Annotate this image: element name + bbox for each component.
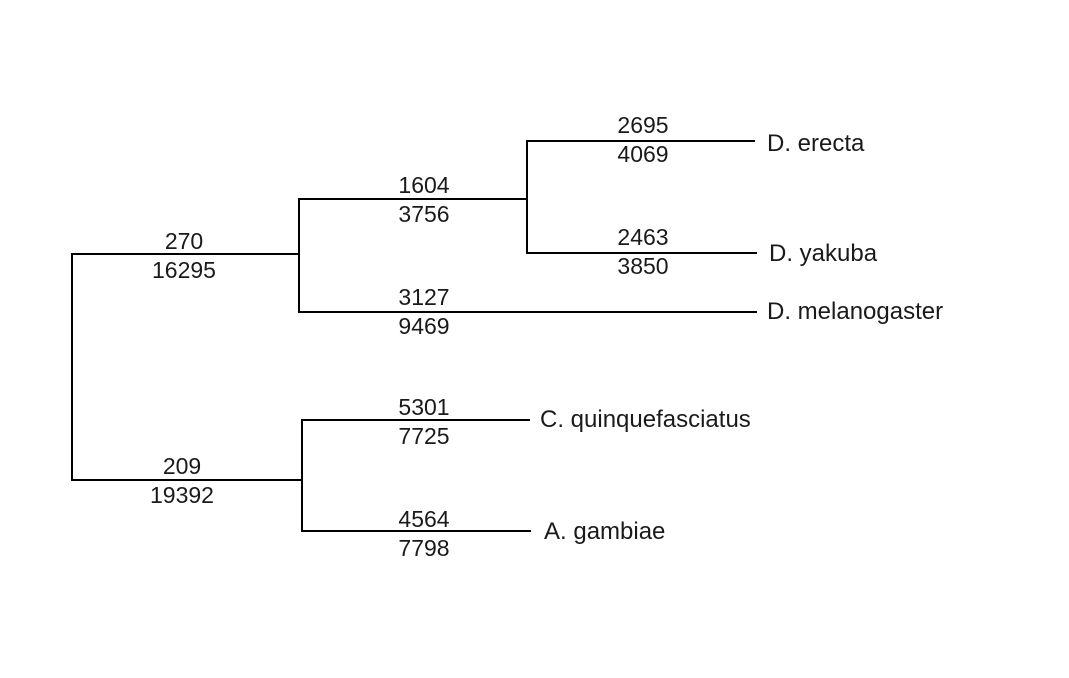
erecta-yakuba-clade-top-number: 1604: [398, 172, 449, 198]
erecta-bottom-number: 4069: [617, 141, 668, 167]
mosquito-clade-bottom-number: 19392: [150, 482, 214, 508]
quinquefasciatus-top-number: 5301: [398, 394, 449, 420]
leaf-label-quinquefasciatus: C. quinquefasciatus: [540, 406, 751, 433]
drosophila-clade-bottom-number: 16295: [152, 257, 216, 283]
leaf-label-melanogaster: D. melanogaster: [767, 298, 943, 325]
leaf-label-erecta: D. erecta: [767, 130, 865, 157]
drosophila-clade-top-number: 270: [165, 228, 203, 254]
melanogaster-top-number: 3127: [398, 284, 449, 310]
leaf-label-gambiae: A. gambiae: [544, 518, 665, 545]
yakuba-bottom-number: 3850: [617, 253, 668, 279]
mosquito-clade-top-number: 209: [163, 453, 201, 479]
gambiae-top-number: 4564: [398, 506, 449, 532]
yakuba-top-number: 2463: [617, 224, 668, 250]
leaf-label-yakuba: D. yakuba: [769, 240, 878, 267]
gambiae-bottom-number: 7798: [398, 535, 449, 561]
quinquefasciatus-bottom-number: 7725: [398, 423, 449, 449]
melanogaster-bottom-number: 9469: [398, 313, 449, 339]
erecta-yakuba-clade-bottom-number: 3756: [398, 201, 449, 227]
erecta-top-number: 2695: [617, 112, 668, 138]
